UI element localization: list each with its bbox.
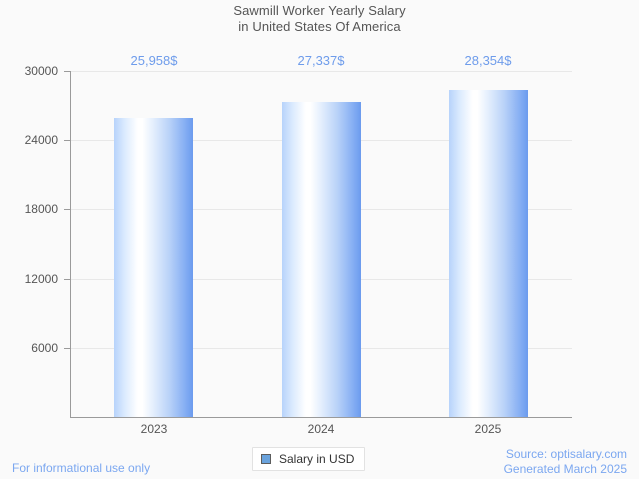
bar-value-label-2024: 27,337$ [297,53,345,68]
x-axis-tick-label-2025: 2025 [474,422,502,436]
y-axis-tick [64,209,70,210]
y-axis-tick [64,279,70,280]
footer-attribution: Source: optisalary.com Generated March 2… [504,447,627,477]
y-axis-line [70,71,71,418]
y-axis-tick-label: 12000 [24,272,58,286]
footer-source: Source: optisalary.com [505,447,627,461]
y-axis-tick-label: 30000 [24,64,58,78]
chart-title-line-2: in United States Of America [238,19,401,34]
bar-2023[interactable] [114,118,193,417]
y-axis-tick [64,348,70,349]
y-axis-tick-label: 18000 [24,202,58,216]
gridline [70,71,572,72]
y-axis-tick [64,140,70,141]
legend-swatch-icon [261,454,271,464]
bar-2025[interactable] [449,90,528,417]
bar-value-label-2025: 28,354$ [464,53,512,68]
y-axis-tick-label: 6000 [31,341,58,355]
footer-disclaimer: For informational use only [12,461,151,475]
x-axis-line [70,417,572,418]
bar-value-label-2023: 25,958$ [130,53,178,68]
footer-generated: Generated March 2025 [503,462,627,476]
y-axis-tick [64,71,70,72]
x-axis-tick-label-2024: 2024 [307,422,335,436]
y-axis-tick-label: 24000 [24,133,58,147]
x-axis-tick-label-2023: 2023 [140,422,168,436]
legend-item-label: Salary in USD [279,452,355,466]
chart-legend[interactable]: Salary in USD [252,447,366,471]
chart-title-line-1: Sawmill Worker Yearly Salary [233,3,406,18]
chart-title: Sawmill Worker Yearly Salary in United S… [0,3,639,35]
bar-2024[interactable] [282,102,361,417]
